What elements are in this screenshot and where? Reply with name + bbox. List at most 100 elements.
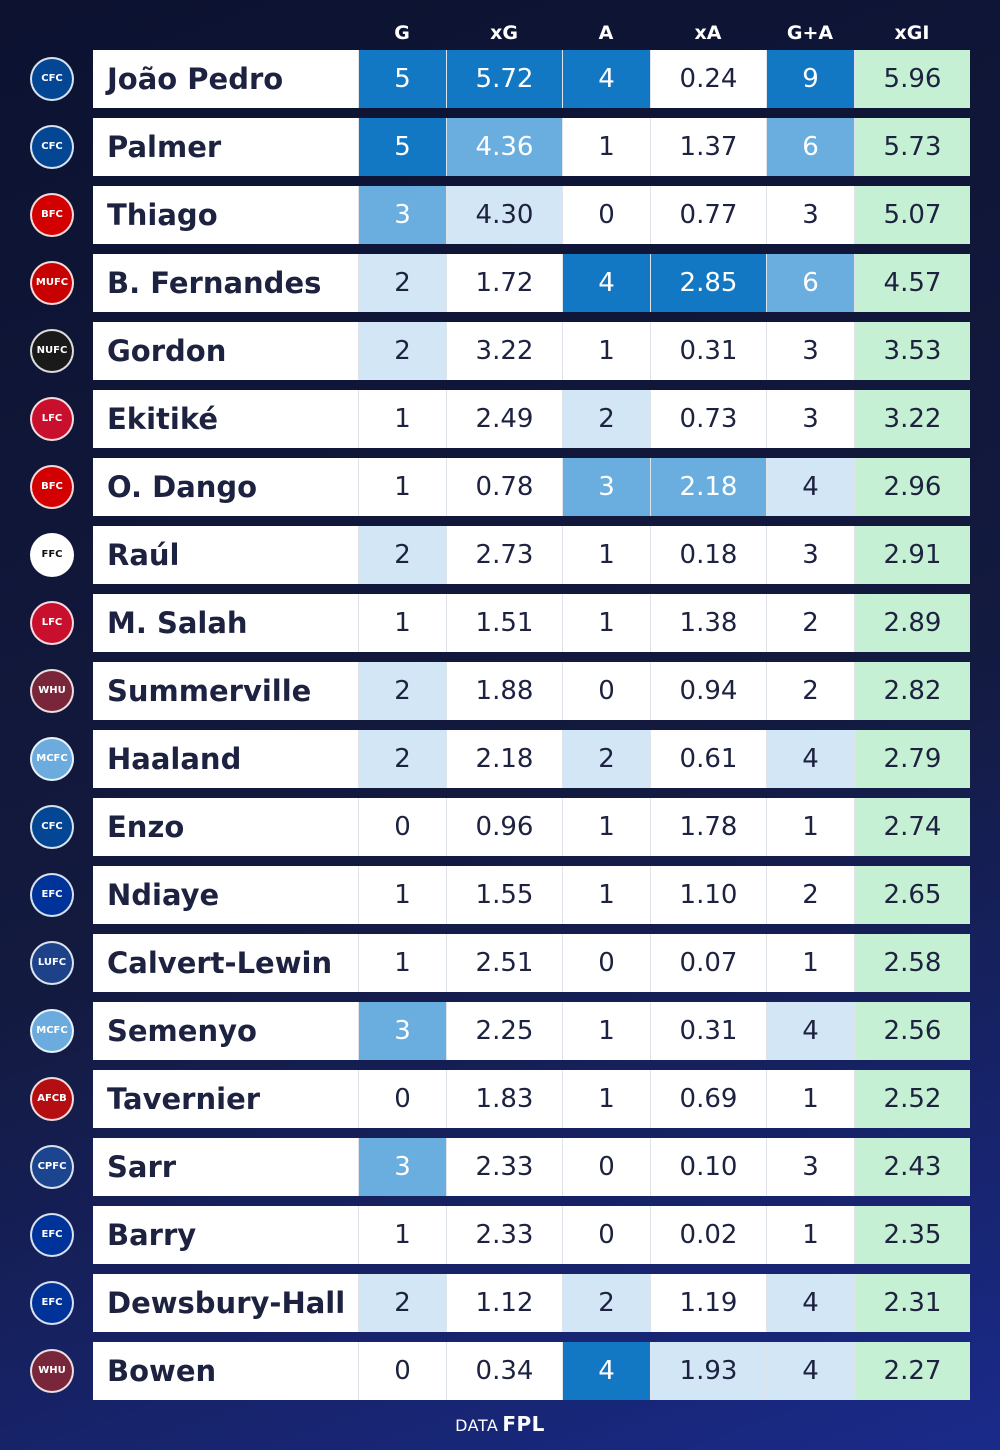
cell-g: 3 (358, 186, 446, 244)
cell-xa: 0.77 (650, 186, 766, 244)
club-crest-icon: CPFC (30, 1145, 74, 1189)
cell-xgi: 2.82 (854, 662, 970, 720)
cell-a: 2 (562, 730, 650, 788)
cell-a: 1 (562, 1002, 650, 1060)
cell-a: 0 (562, 1206, 650, 1264)
cell-a: 1 (562, 118, 650, 176)
cell-xgi: 2.31 (854, 1274, 970, 1332)
cell-g-a: 4 (766, 1274, 854, 1332)
cell-g-a: 4 (766, 458, 854, 516)
table-row: MUFC B. Fernandes 2 1.72 4 2.85 6 4.57 (0, 254, 1000, 312)
cell-g: 5 (358, 118, 446, 176)
cell-a: 2 (562, 1274, 650, 1332)
cell-g-a: 9 (766, 50, 854, 108)
player-name: Dewsbury-Hall (93, 1274, 358, 1332)
cell-xg: 5.72 (446, 50, 562, 108)
cell-g: 0 (358, 798, 446, 856)
cell-xg: 3.22 (446, 322, 562, 380)
player-name: Palmer (93, 118, 358, 176)
club-crest-icon: MUFC (30, 261, 74, 305)
cell-xa: 0.31 (650, 322, 766, 380)
cell-xgi: 3.22 (854, 390, 970, 448)
cell-a: 1 (562, 526, 650, 584)
player-name: Sarr (93, 1138, 358, 1196)
cell-g-a: 4 (766, 1342, 854, 1400)
cell-xa: 1.19 (650, 1274, 766, 1332)
source-name: FPL (502, 1412, 545, 1436)
player-name: Enzo (93, 798, 358, 856)
table-row: WHU Summerville 2 1.88 0 0.94 2 2.82 (0, 662, 1000, 720)
cell-xg: 4.30 (446, 186, 562, 244)
cell-a: 1 (562, 798, 650, 856)
cell-g-a: 3 (766, 526, 854, 584)
club-crest-icon: WHU (30, 669, 74, 713)
club-crest-icon: LFC (30, 601, 74, 645)
cell-xgi: 2.91 (854, 526, 970, 584)
player-name: B. Fernandes (93, 254, 358, 312)
cell-g: 5 (358, 50, 446, 108)
cell-a: 1 (562, 322, 650, 380)
table-row: LFC M. Salah 1 1.51 1 1.38 2 2.89 (0, 594, 1000, 652)
cell-xg: 2.18 (446, 730, 562, 788)
column-header-a: A (598, 22, 614, 44)
cell-xg: 2.33 (446, 1138, 562, 1196)
cell-xgi: 2.74 (854, 798, 970, 856)
cell-xa: 2.18 (650, 458, 766, 516)
club-crest-icon: MCFC (30, 1009, 74, 1053)
player-name: M. Salah (93, 594, 358, 652)
table-row: MCFC Semenyo 3 2.25 1 0.31 4 2.56 (0, 1002, 1000, 1060)
cell-g: 1 (358, 458, 446, 516)
cell-g-a: 1 (766, 1206, 854, 1264)
table-row: EFC Ndiaye 1 1.55 1 1.10 2 2.65 (0, 866, 1000, 924)
cell-xg: 1.88 (446, 662, 562, 720)
column-header-xa: xA (694, 22, 722, 44)
cell-a: 0 (562, 934, 650, 992)
cell-xa: 0.61 (650, 730, 766, 788)
column-header-g: G (394, 22, 410, 44)
table-row: EFC Barry 1 2.33 0 0.02 1 2.35 (0, 1206, 1000, 1264)
player-name: Raúl (93, 526, 358, 584)
cell-g: 1 (358, 594, 446, 652)
column-header-g-a: G+A (786, 22, 834, 44)
cell-xa: 0.02 (650, 1206, 766, 1264)
player-name: Bowen (93, 1342, 358, 1400)
cell-a: 1 (562, 866, 650, 924)
cell-xg: 1.72 (446, 254, 562, 312)
club-crest-icon: LUFC (30, 941, 74, 985)
cell-g-a: 2 (766, 594, 854, 652)
cell-xa: 1.78 (650, 798, 766, 856)
cell-xa: 0.24 (650, 50, 766, 108)
cell-g: 2 (358, 662, 446, 720)
source-credit: DATA FPL (0, 1412, 1000, 1436)
cell-g-a: 3 (766, 1138, 854, 1196)
cell-g-a: 2 (766, 866, 854, 924)
cell-xa: 1.37 (650, 118, 766, 176)
player-name: Haaland (93, 730, 358, 788)
cell-xgi: 2.89 (854, 594, 970, 652)
table-row: NUFC Gordon 2 3.22 1 0.31 3 3.53 (0, 322, 1000, 380)
cell-xg: 2.73 (446, 526, 562, 584)
cell-g: 2 (358, 322, 446, 380)
cell-xa: 2.85 (650, 254, 766, 312)
cell-a: 1 (562, 1070, 650, 1128)
cell-xg: 1.55 (446, 866, 562, 924)
cell-xgi: 2.56 (854, 1002, 970, 1060)
player-name: Calvert-Lewin (93, 934, 358, 992)
club-crest-icon: LFC (30, 397, 74, 441)
cell-g: 1 (358, 390, 446, 448)
table-row: WHU Bowen 0 0.34 4 1.93 4 2.27 (0, 1342, 1000, 1400)
cell-a: 0 (562, 1138, 650, 1196)
cell-xg: 2.49 (446, 390, 562, 448)
cell-xgi: 2.27 (854, 1342, 970, 1400)
table-row: FFC Raúl 2 2.73 1 0.18 3 2.91 (0, 526, 1000, 584)
cell-g: 1 (358, 1206, 446, 1264)
cell-xgi: 2.65 (854, 866, 970, 924)
cell-xa: 0.94 (650, 662, 766, 720)
cell-xgi: 2.96 (854, 458, 970, 516)
cell-a: 2 (562, 390, 650, 448)
cell-a: 4 (562, 254, 650, 312)
table-row: LUFC Calvert-Lewin 1 2.51 0 0.07 1 2.58 (0, 934, 1000, 992)
cell-xg: 1.12 (446, 1274, 562, 1332)
table-row: MCFC Haaland 2 2.18 2 0.61 4 2.79 (0, 730, 1000, 788)
cell-g-a: 1 (766, 934, 854, 992)
